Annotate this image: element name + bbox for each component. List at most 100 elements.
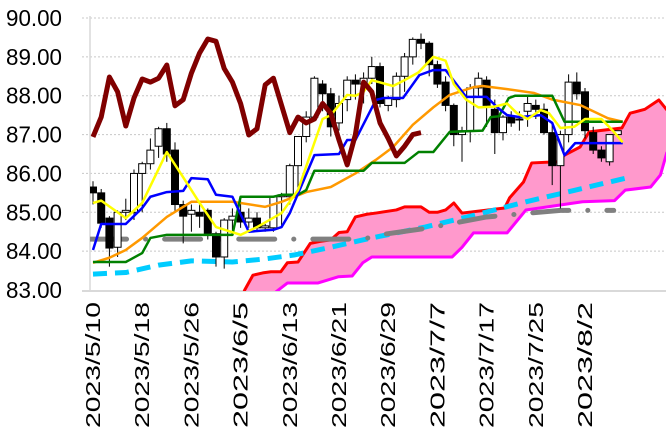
candle: [220, 218, 229, 269]
green-line-series: [93, 94, 623, 264]
candle-body-down: [195, 211, 204, 217]
candle-body-down: [490, 108, 499, 134]
candle: [581, 87, 589, 139]
x-tick-label: 2023/5/26: [181, 302, 203, 427]
candle-body-down: [90, 186, 97, 194]
y-tick-label: 87.00: [6, 122, 62, 148]
candle-body-up: [343, 79, 352, 101]
candle-body-up: [187, 209, 196, 215]
candle-body-up: [244, 217, 253, 223]
candle-body-down: [548, 132, 557, 167]
candle: [244, 208, 253, 228]
candle-body-up: [113, 211, 122, 248]
candle-body-down: [589, 132, 598, 151]
x-tick-label: 2023/7/25: [526, 302, 548, 427]
candle: [187, 204, 196, 232]
x-tick-label: 2023/5/10: [83, 302, 105, 427]
candle-body-up: [261, 225, 270, 229]
x-tick-label: 2023/7/17: [477, 302, 499, 427]
candle: [195, 204, 204, 228]
candle: [482, 76, 491, 127]
x-tick-label: 2023/6/13: [280, 302, 302, 427]
candle: [605, 134, 614, 166]
y-tick-label: 86.00: [6, 160, 62, 186]
candle-body-up: [367, 66, 376, 79]
lagging-line-series: [90, 36, 422, 168]
x-tick-label: 2023/6/21: [329, 302, 351, 427]
candle: [302, 111, 311, 143]
candle-body-up: [474, 77, 483, 89]
candle-body-up: [220, 219, 229, 258]
candle: [507, 111, 516, 127]
candle-body-down: [441, 81, 450, 106]
candle-body-up: [285, 165, 294, 198]
candle: [523, 95, 532, 127]
candle-body-up: [466, 87, 475, 132]
candle: [466, 84, 475, 143]
candle-body-down: [581, 91, 589, 132]
candle-body-up: [605, 134, 614, 163]
x-tick-label: 2023/8/2: [575, 302, 597, 427]
x-tick-label: 2023/7/7: [427, 302, 449, 427]
candle: [408, 37, 417, 65]
candle: [90, 181, 97, 205]
candle-body-up: [154, 128, 163, 147]
x-tick-label: 2023/6/29: [378, 302, 400, 427]
span-a-series: [242, 98, 666, 291]
x-axis: 2023/5/10 2023/5/18 2023/5/26 2023/6/5 2023/…: [82, 290, 666, 427]
candle-body-up: [294, 136, 302, 167]
candle: [113, 210, 122, 257]
blue-line-series: [91, 68, 623, 251]
candle-body-down: [212, 233, 220, 258]
candlesticks: [90, 33, 622, 269]
candle: [171, 142, 179, 213]
candle-body-up: [523, 102, 532, 112]
cloud-fill: [244, 99, 666, 291]
candle: [474, 72, 483, 96]
candle-body-up: [269, 196, 278, 229]
candle: [548, 122, 557, 186]
candle-body-down: [433, 64, 442, 85]
candle-body-down: [162, 128, 171, 155]
candle-body-up: [564, 81, 573, 136]
candle: [433, 60, 442, 88]
y-tick-label: 83.00: [6, 277, 62, 303]
candle-body-up: [499, 116, 507, 134]
candle: [417, 33, 425, 50]
candle: [269, 196, 278, 232]
candle-body-down: [507, 116, 516, 124]
candle-body-up: [130, 172, 138, 213]
orange-line-series: [92, 84, 624, 264]
candle: [449, 103, 458, 147]
y-tick-label: 88.00: [6, 83, 62, 109]
candle: [392, 72, 401, 108]
candle-body-down: [376, 66, 384, 104]
candle-body-down: [105, 217, 114, 249]
candle-body-down: [597, 149, 606, 159]
y-tick-label: 84.00: [6, 238, 62, 264]
candle-body-up: [400, 56, 409, 77]
gray-dash-dot-series: [90, 207, 617, 242]
candle-body-down: [531, 104, 540, 110]
candle-body-down: [572, 81, 581, 95]
x-tick-label: 2023/6/5: [231, 302, 253, 427]
candle: [97, 188, 106, 228]
candle-body-down: [449, 104, 458, 136]
long-average-dashed-series: [92, 175, 627, 277]
indicator-lines-back: [90, 98, 666, 291]
candle: [441, 76, 450, 112]
candle: [572, 72, 581, 100]
y-tick-label: 90.00: [6, 5, 62, 31]
candle: [564, 74, 573, 143]
candle-body-up: [302, 116, 311, 138]
candle: [499, 115, 507, 141]
y-tick-label: 85.00: [6, 199, 62, 225]
indicator-lines-front: [90, 36, 624, 264]
candle-body-up: [138, 163, 147, 174]
candle: [294, 136, 302, 189]
candle-body-up: [146, 149, 155, 165]
candle: [146, 138, 155, 170]
cloud-area: [244, 99, 666, 291]
candle: [154, 126, 163, 158]
